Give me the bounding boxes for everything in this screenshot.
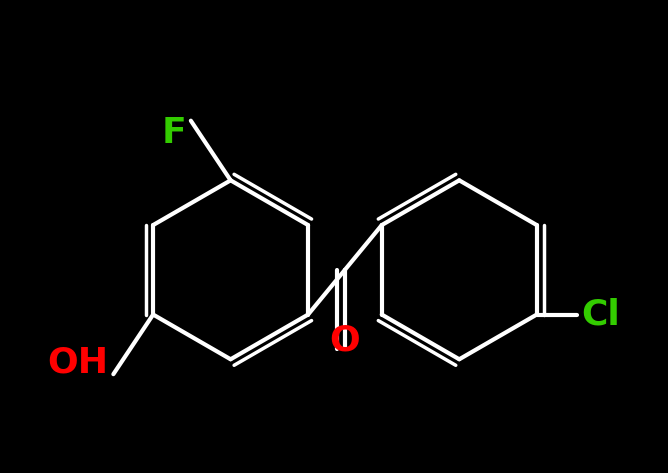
Text: OH: OH bbox=[47, 345, 108, 379]
Text: F: F bbox=[161, 116, 186, 150]
Text: O: O bbox=[329, 323, 360, 357]
Text: Cl: Cl bbox=[581, 298, 620, 332]
